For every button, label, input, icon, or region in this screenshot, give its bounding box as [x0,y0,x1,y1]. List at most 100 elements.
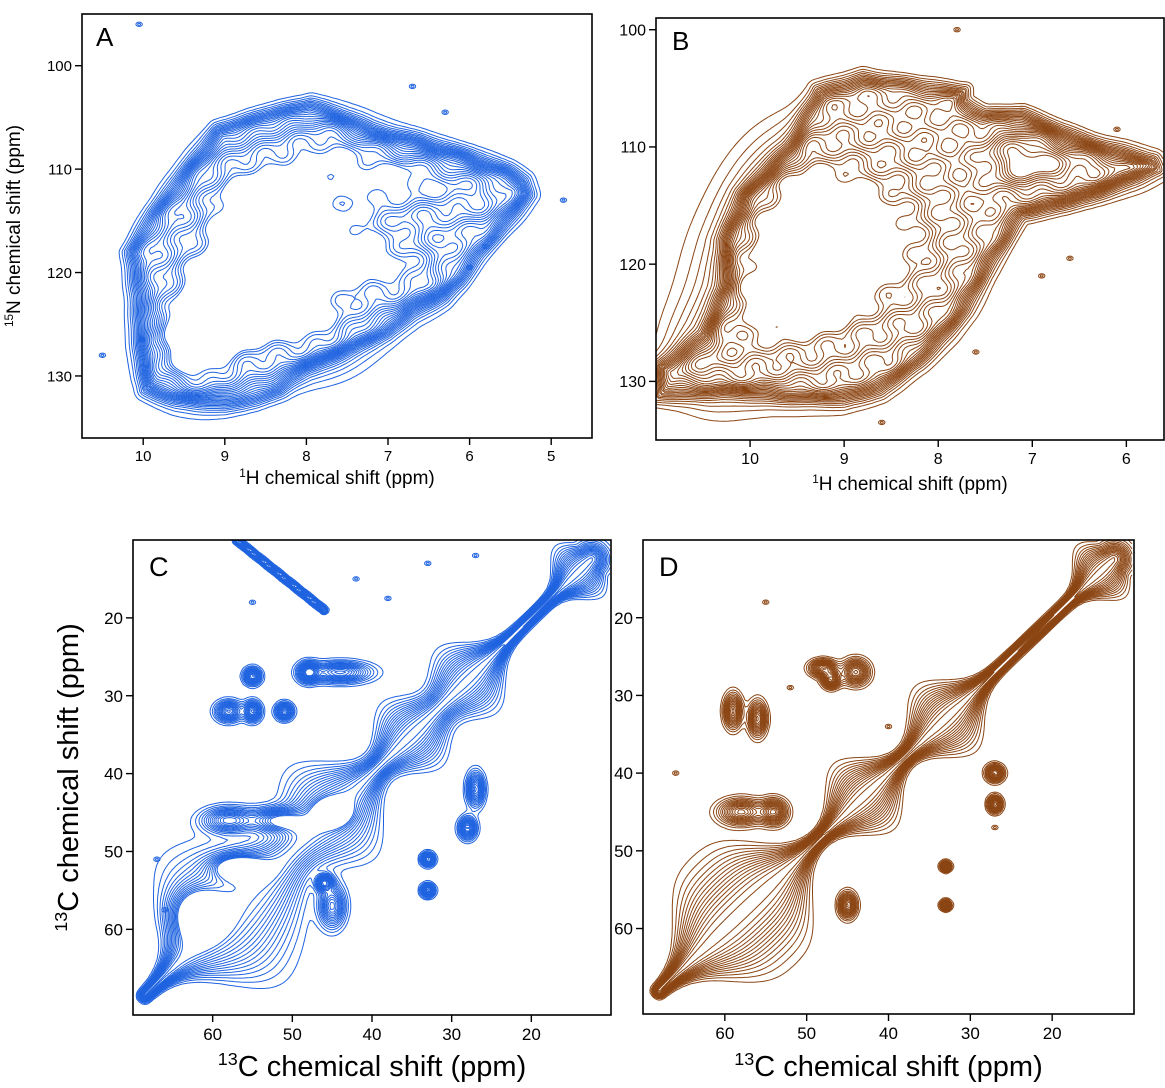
x-axis-label: 13C chemical shift (ppm) [218,1049,526,1083]
contour-plot [135,540,611,1005]
y-tick-label: 130 [47,368,72,385]
y-tick-label: 20 [104,609,123,628]
contour-level [125,99,534,411]
peak-marker [354,577,358,581]
peak-marker [137,22,142,26]
peak-marker [410,84,415,88]
x-tick-label: 9 [221,448,229,465]
contour-level [659,81,1153,398]
contour-level [149,122,507,394]
contour-level [144,557,593,997]
contour-level [118,92,542,421]
contour-level [135,109,524,401]
y-tick-label: 30 [104,687,123,706]
contour-level [726,146,1061,358]
contour-level [652,541,1132,998]
contour-level [652,542,1131,998]
peak-marker [973,350,978,354]
peak-marker [953,27,961,33]
y-tick-label: 40 [104,765,123,784]
peak-marker [386,596,390,600]
panel-a: A 10 9 8 7 6 5 100 110 120 130 1H chemical shift (p… [3,13,593,489]
peak-marker [762,599,770,605]
contour-level [143,555,596,998]
panel-b: B 10 9 8 7 6 100 110 120 130 1H chemical shift (pp… [619,17,1165,495]
contour-level [656,65,1164,422]
contour-level [156,127,490,390]
y-axis-label: 13C chemical shift (ppm) [51,623,85,931]
x-tick-label: 30 [442,1025,461,1044]
contour-level [121,95,538,416]
contour-level [687,129,1106,382]
x-tick-label: 40 [363,1025,382,1044]
contour-level [138,113,521,399]
y-tick-label: 110 [620,140,646,157]
peak-marker [250,600,255,604]
x-axis-label: 1H chemical shift (ppm) [239,467,435,489]
contour-level [147,120,513,395]
peak-marker [1115,127,1119,131]
peak-marker [788,686,793,690]
peak-marker [482,243,490,250]
peak-marker [408,83,417,90]
y-tick-label: 60 [104,920,123,939]
peak-marker [1068,256,1072,260]
contour-level [656,75,1159,403]
contour-level [141,551,600,999]
peak-marker [559,197,568,203]
peak-marker [98,352,107,358]
peak-marker [991,824,999,831]
peak-marker [155,857,159,861]
x-axis-label: 1H chemical shift (ppm) [812,473,1008,495]
contour-plot [98,21,568,421]
contour-level [143,117,518,397]
peak-marker [473,554,478,558]
contour-level [143,553,597,998]
peak-marker [153,856,161,862]
x-tick-label: 50 [797,1024,816,1043]
peak-marker [1038,273,1046,279]
panel-c: C 60 50 40 30 20 20 30 40 50 60 13C chemical shift … [51,539,612,1083]
contour-level [656,77,1158,402]
peak-marker [561,198,566,202]
contour-level [690,137,1101,378]
peak-marker [673,771,678,775]
contour-level [656,71,1164,409]
contour-level [163,146,448,376]
peak-marker [465,264,474,271]
contour-level [135,540,611,1005]
peak-marker [467,265,472,269]
panel-label: D [659,552,679,582]
peak-marker [972,349,980,355]
peak-marker [384,595,392,602]
contour-level [653,544,1129,997]
contour-level [657,78,1156,401]
contour-level [152,123,498,393]
contour-level [127,100,532,410]
x-tick-label: 30 [961,1024,980,1043]
y-axis-label: 15N chemical shift (ppm) [3,125,25,327]
contour-level [664,86,1144,394]
contour-level [133,106,526,403]
contour-level [667,90,1138,392]
contour-level [656,68,1164,413]
x-tick-label: 60 [203,1025,222,1044]
contour-level [123,97,536,413]
y-tick-label: 30 [614,687,633,706]
contour-level [660,82,1152,397]
contour-level [134,108,525,402]
x-tick-label: 9 [840,451,849,468]
x-tick-label: 6 [465,448,473,465]
peak-marker [248,599,257,605]
y-tick-label: 20 [614,609,633,628]
contour-level [136,540,611,1004]
y-tick-label: 50 [614,842,633,861]
contour-level [657,554,1118,992]
peak-marker [1066,255,1074,262]
peak-marker [135,21,143,28]
x-tick-label: 10 [741,451,759,468]
contour-level [130,104,529,405]
x-tick-label: 10 [135,448,152,465]
y-tick-label: 120 [47,265,72,282]
